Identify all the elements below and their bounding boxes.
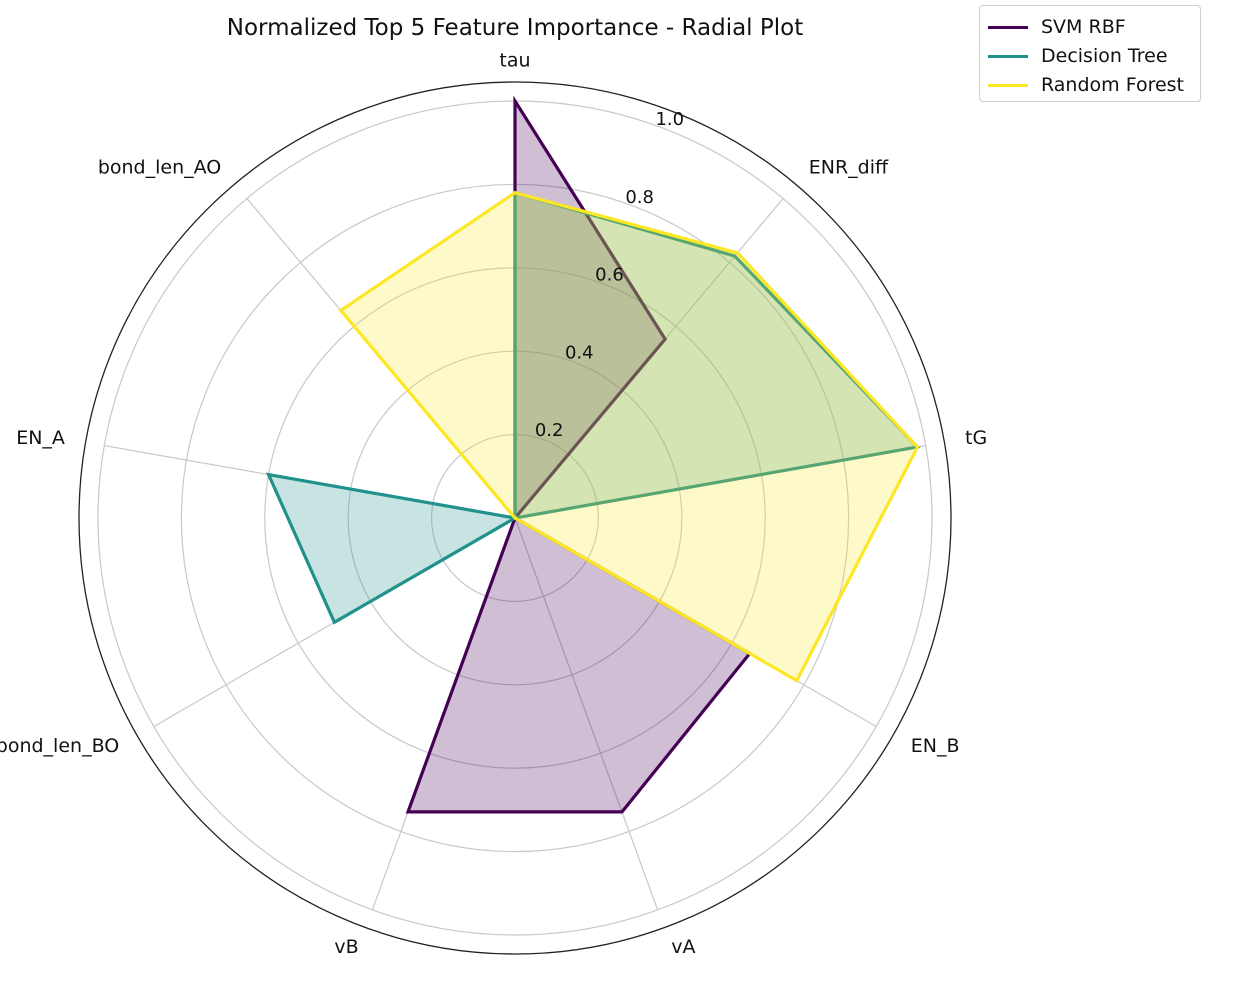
radial-tick-label: 0.2 [535, 420, 564, 441]
category-label: EN_B [911, 735, 960, 757]
category-label: bond_len_BO [0, 735, 119, 757]
series-line [405, 95, 753, 814]
radial-tick-label: 0.4 [565, 342, 594, 363]
category-label: EN_A [16, 427, 65, 449]
series-area [408, 101, 750, 812]
legend-label: Random Forest [1041, 74, 1185, 96]
radar-labels: 0.2 0.4 0.6 0.8 1.0 tau ENR_diff tG EN_B vA vB bond… [0, 50, 987, 958]
series-area [340, 192, 918, 681]
radial-tick-label: 0.6 [595, 265, 624, 286]
category-label: bond_len_AO [98, 156, 221, 178]
legend-swatch [988, 54, 1028, 58]
legend-label: Decision Tree [1041, 45, 1168, 67]
legend-item-decision-tree: Decision Tree [988, 42, 1168, 70]
series-area [268, 192, 918, 623]
category-label: tG [965, 427, 987, 449]
category-label: vB [334, 936, 358, 958]
chart-title: Normalized Top 5 Feature Importance - Ra… [227, 15, 803, 41]
legend-item-svm-rbf: SVM RBF [988, 13, 1126, 41]
series-line [265, 190, 921, 625]
category-label: ENR_diff [809, 156, 889, 178]
radial-tick-label: 1.0 [655, 109, 684, 130]
legend-swatch [988, 25, 1028, 29]
radial-tick-label: 0.8 [625, 187, 654, 208]
category-label: tau [499, 50, 530, 72]
series-line [338, 190, 920, 683]
grid-spoke [514, 517, 659, 911]
legend-item-random-forest: Random Forest [988, 71, 1184, 99]
category-label: vA [671, 936, 695, 958]
radar-series [265, 95, 921, 814]
plot-frame [78, 81, 952, 955]
chart-legend: SVM RBF Decision Tree Random Forest [979, 5, 1201, 102]
legend-label: SVM RBF [1041, 16, 1126, 38]
legend-swatch [988, 83, 1028, 87]
